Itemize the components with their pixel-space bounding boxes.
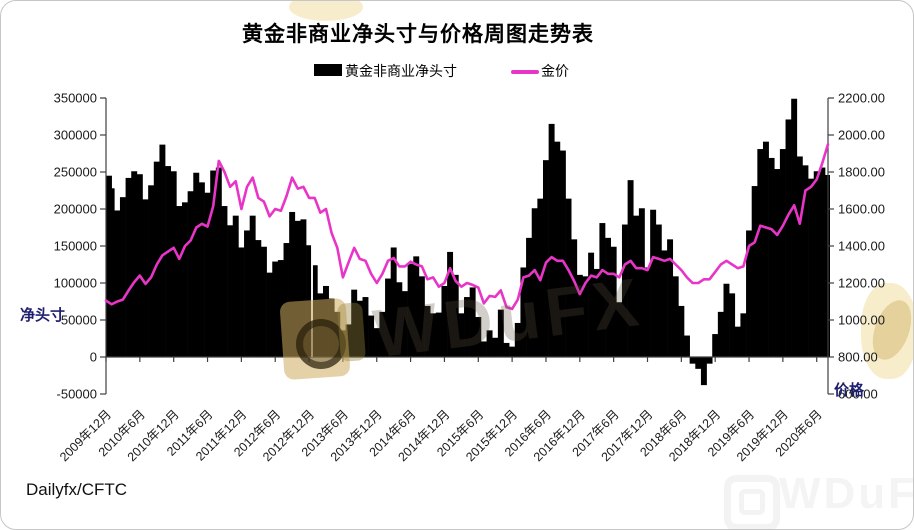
left-axis-tick-label: 350000 (54, 91, 97, 106)
right-axis-tick-label: 800.00 (838, 350, 878, 365)
right-axis-tick-label: 1800.00 (838, 165, 885, 180)
left-axis-tick-label: 0 (90, 350, 97, 365)
chart-title: 黄金非商业净头寸与价格周图走势表 (242, 23, 594, 46)
right-axis-tick-label: 1200.00 (838, 276, 885, 291)
bar-series (106, 98, 830, 386)
right-axis-tick-label: 2200.00 (838, 91, 885, 106)
legend-bar-swatch (314, 64, 342, 76)
left-axis-tick-label: 200000 (54, 202, 97, 217)
left-axis-tick-label: 50000 (61, 313, 97, 328)
right-axis-tick-label: 1600.00 (838, 202, 885, 217)
left-axis-title: 净头寸 (19, 307, 65, 324)
left-axis-tick-label: 300000 (54, 128, 97, 143)
left-axis-tick-label: 100000 (54, 276, 97, 291)
legend-line-label: 金价 (541, 63, 569, 79)
right-axis-tick-label: 1000.00 (838, 313, 885, 328)
right-axis-tick-label: 1400.00 (838, 239, 885, 254)
right-axis-tick-label: 2000.00 (838, 128, 885, 143)
legend-bar-label: 黄金非商业净头寸 (345, 63, 457, 79)
left-axis-tick-label: 250000 (54, 165, 97, 180)
right-axis-tick-label: 600.00 (838, 387, 878, 402)
source-attribution: Dailyfx/CFTC (26, 480, 128, 499)
right-axis-title: 价格 (834, 382, 865, 399)
left-axis-tick-label: -50000 (57, 387, 97, 402)
price-line (104, 143, 830, 311)
left-axis-tick-label: 150000 (54, 239, 97, 254)
legend-line-swatch (511, 70, 539, 74)
